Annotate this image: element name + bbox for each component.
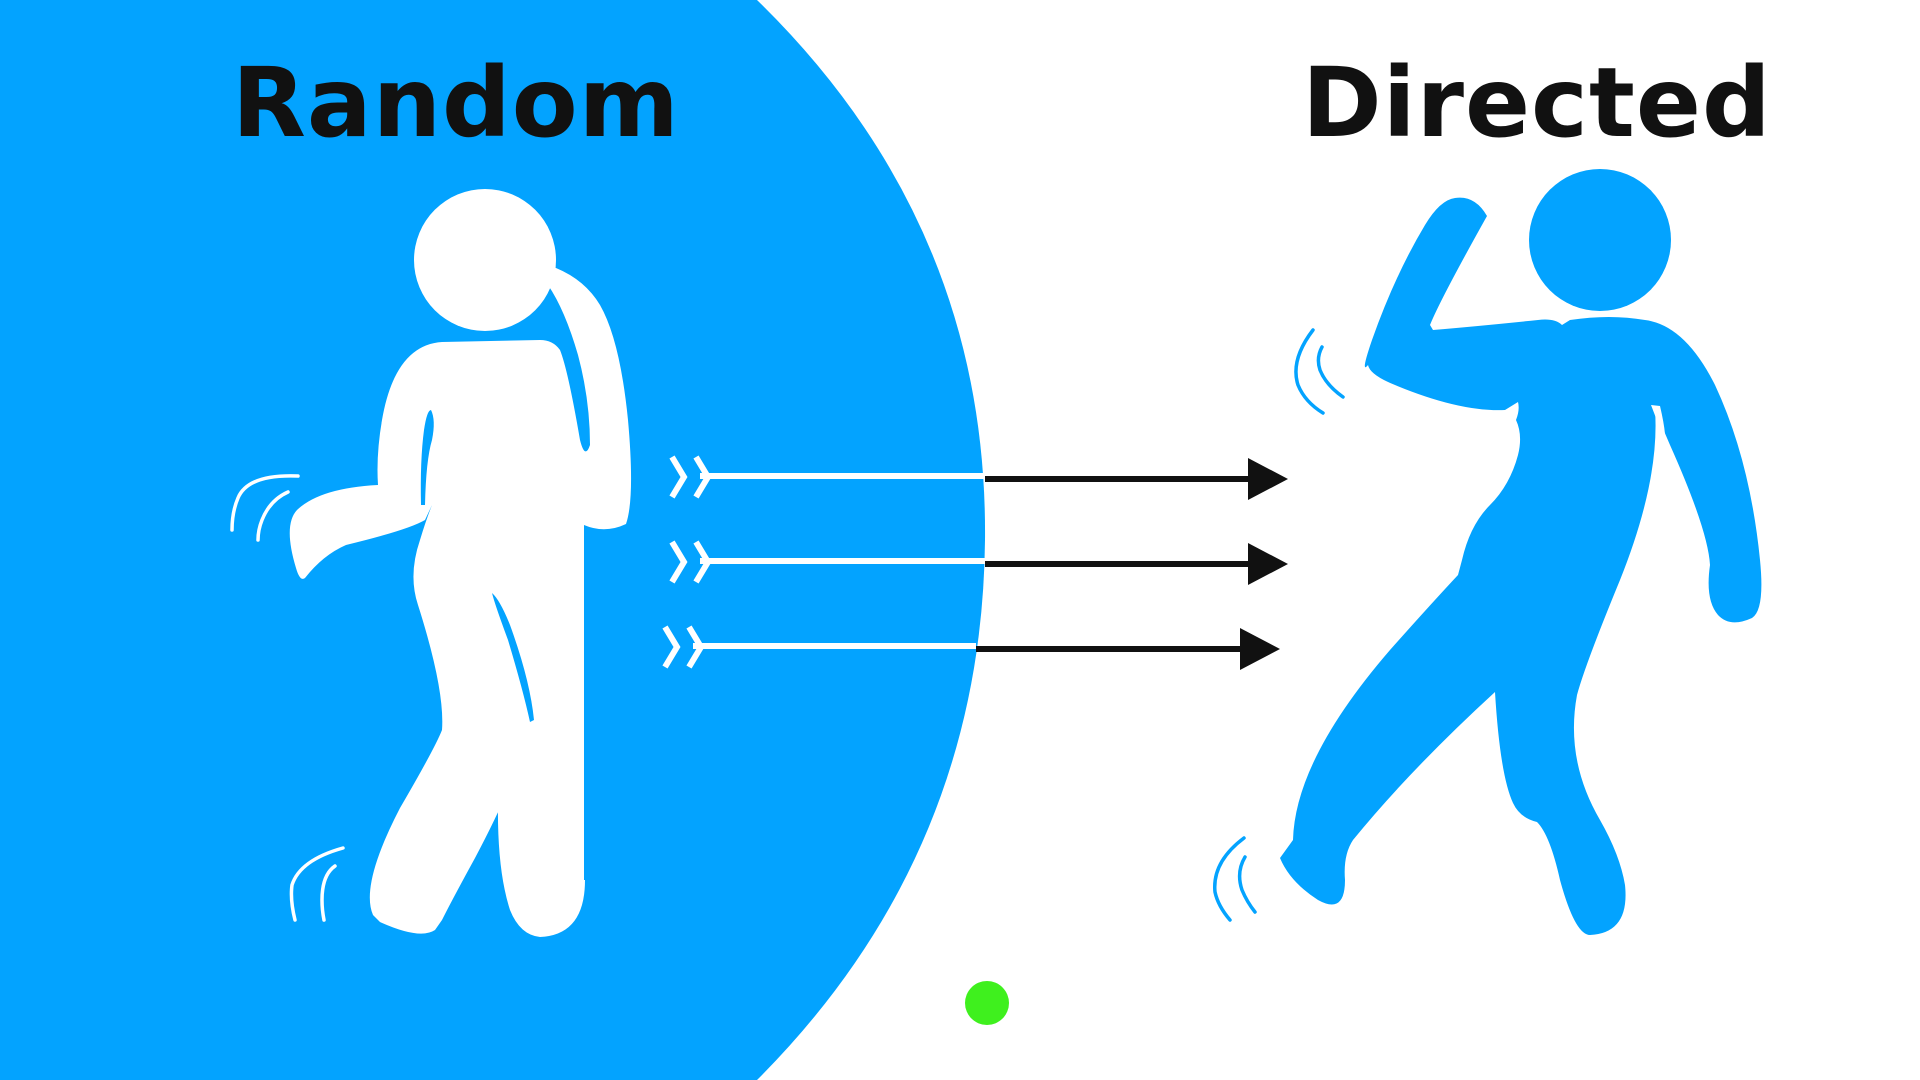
motion-mark: [256, 490, 290, 542]
right-motion-marks: [1213, 328, 1345, 922]
arrow-icon: [669, 455, 1288, 500]
left-person-body: [289, 245, 632, 937]
motion-mark: [289, 846, 345, 922]
left-person-arm-gap: [420, 410, 434, 505]
motion-mark: [230, 474, 300, 532]
arrow-icon: [669, 540, 1288, 585]
green-dot-icon: [965, 981, 1009, 1025]
left-motion-marks: [230, 474, 345, 922]
motion-mark: [1316, 345, 1345, 399]
motion-mark: [320, 864, 337, 922]
left-person-head: [414, 189, 556, 331]
title-random: Random: [232, 47, 680, 159]
right-person-arm-gap: [1651, 405, 1666, 450]
left-person-figure: [289, 189, 632, 937]
left-person-leg-gap: [492, 593, 534, 722]
motion-mark: [1237, 855, 1257, 914]
arrows-group: [662, 455, 1288, 670]
title-directed: Directed: [1302, 47, 1772, 159]
arrow-icon: [662, 625, 1280, 670]
motion-mark: [1213, 836, 1246, 922]
motion-mark: [1294, 328, 1325, 415]
right-person-figure: [1280, 169, 1762, 935]
right-person-body: [1280, 197, 1762, 935]
right-person-head: [1529, 169, 1671, 311]
